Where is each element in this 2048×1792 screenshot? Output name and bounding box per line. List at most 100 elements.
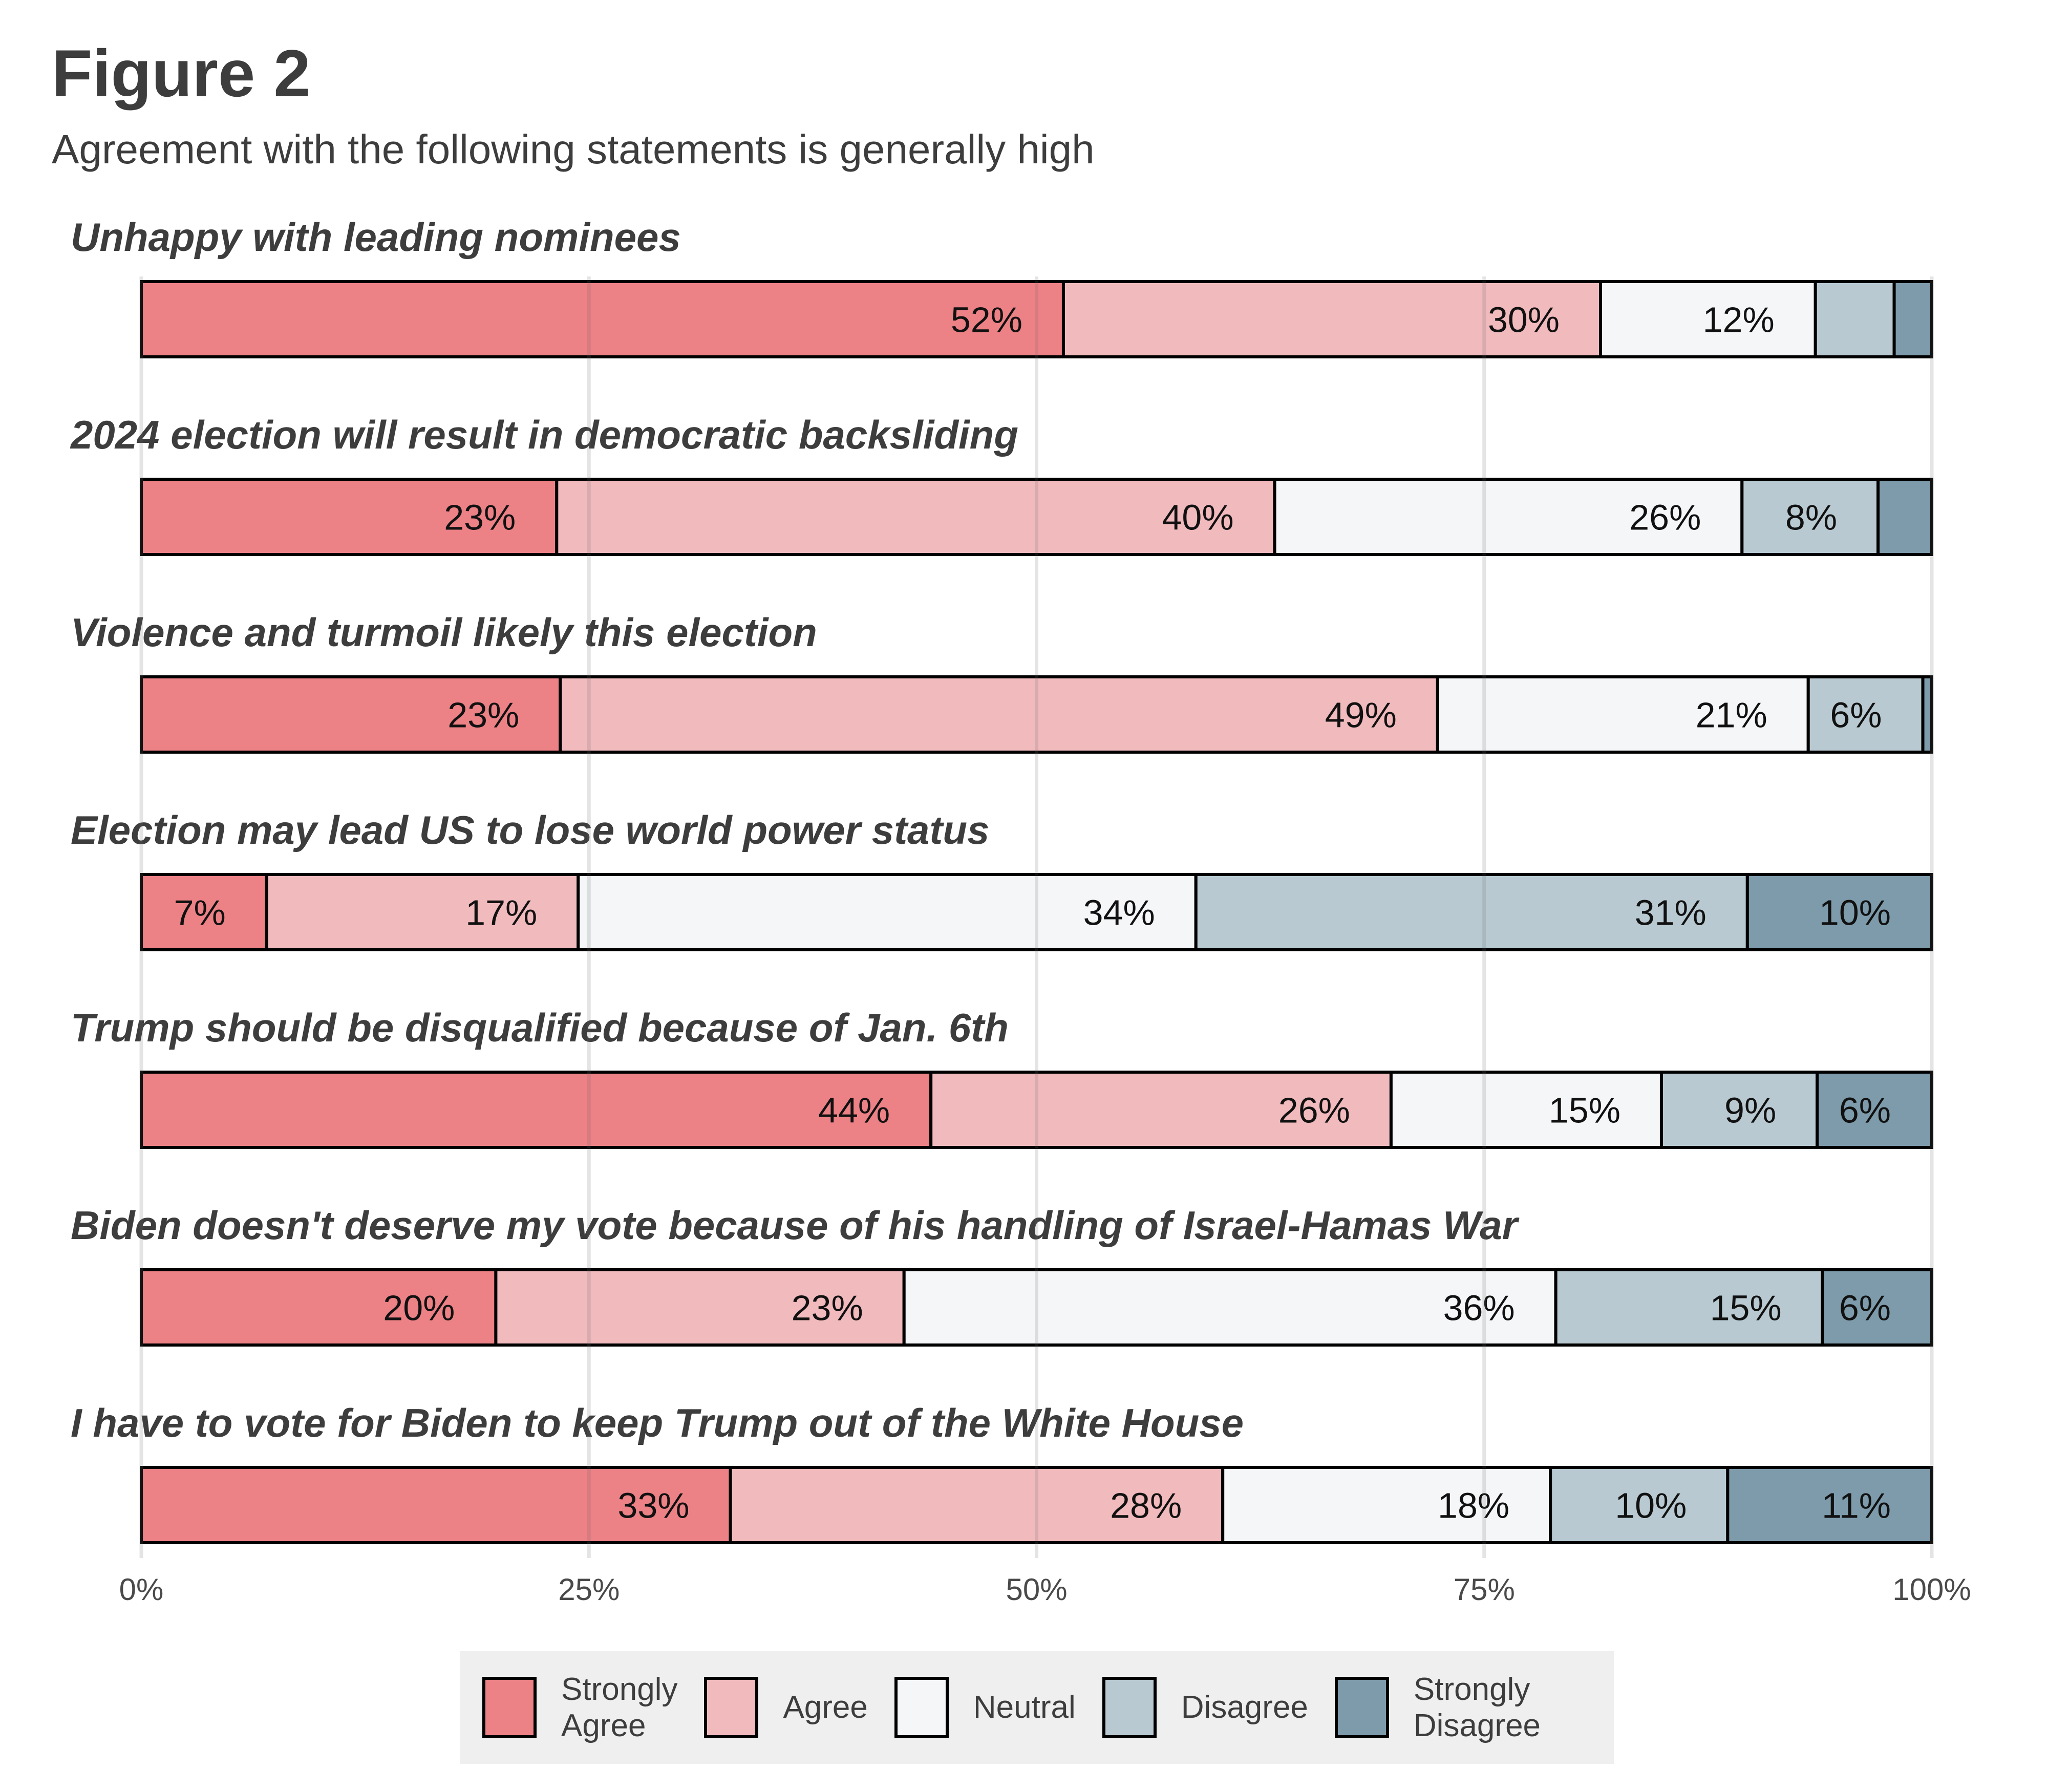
data-label: 20%	[383, 1288, 455, 1328]
legend-swatch	[1102, 1677, 1157, 1738]
legend: Strongly Agree Agree Neutral Disagree Strong…	[460, 1651, 1614, 1764]
bar-segment	[1921, 675, 1933, 754]
data-label: 18%	[1438, 1486, 1509, 1526]
bar-segment	[1876, 478, 1934, 556]
data-label: 33%	[617, 1486, 689, 1526]
bar-segment	[1221, 1466, 1552, 1544]
bar-segment	[1726, 1466, 1934, 1544]
legend-swatch	[894, 1677, 949, 1738]
legend-label: Neutral	[973, 1690, 1076, 1725]
data-label: 31%	[1635, 893, 1706, 933]
bar-row: I have to vote for Biden to keep Trump o…	[71, 1400, 1934, 1544]
bar-row: Election may lead US to lose world power…	[71, 807, 1934, 951]
bar-segment	[1806, 675, 1925, 754]
row-label: Election may lead US to lose world power…	[71, 807, 989, 852]
bar-row: Trump should be disqualified because of …	[71, 1005, 1933, 1149]
bar-segment	[1194, 873, 1749, 951]
bar-segment	[494, 1268, 906, 1347]
data-label: 28%	[1110, 1486, 1182, 1526]
data-label: 8%	[1785, 498, 1837, 538]
bar-segment	[1549, 1466, 1730, 1544]
data-label: 7%	[174, 893, 226, 933]
legend-swatch	[1334, 1677, 1389, 1738]
data-label: 12%	[1703, 300, 1775, 340]
data-label: 52%	[951, 300, 1022, 340]
data-label: 23%	[444, 498, 516, 538]
bar-segment	[265, 873, 580, 951]
bar-segment	[1554, 1268, 1824, 1347]
row-label: Trump should be disqualified because of …	[71, 1005, 1009, 1050]
legend-label: Strongly Agree	[561, 1671, 678, 1743]
bar-segment	[140, 280, 1065, 358]
bar-segment	[555, 478, 1276, 556]
data-label: 6%	[1839, 1288, 1891, 1328]
data-label: 40%	[1162, 498, 1233, 538]
x-tick-label: 100%	[1892, 1572, 1971, 1607]
data-label: 11%	[1822, 1486, 1891, 1526]
bar-segment	[1745, 873, 1934, 951]
x-tick-label: 75%	[1454, 1572, 1515, 1607]
legend-swatch	[482, 1677, 537, 1738]
bar-segment	[1821, 1268, 1934, 1347]
bar-segment	[140, 675, 562, 754]
data-label: 6%	[1839, 1091, 1891, 1130]
x-tick-label: 25%	[558, 1572, 620, 1607]
data-label: 26%	[1278, 1091, 1350, 1130]
bar-row: 2024 election will result in democratic …	[70, 412, 1934, 556]
legend-item: Strongly Disagree	[1334, 1671, 1541, 1744]
row-label: I have to vote for Biden to keep Trump o…	[71, 1400, 1244, 1445]
bar-segment	[1389, 1071, 1663, 1149]
x-tick-label: 0%	[119, 1572, 164, 1607]
legend-label: Agree	[783, 1690, 868, 1725]
data-label: 21%	[1696, 695, 1767, 735]
row-label: Biden doesn't deserve my vote because of…	[71, 1203, 1520, 1248]
data-label: 10%	[1615, 1486, 1687, 1526]
bar-segment	[1436, 675, 1810, 754]
bar-segment	[1816, 1071, 1933, 1149]
figure-title: Figure 2	[52, 36, 311, 111]
bar-segment	[140, 1071, 933, 1149]
bar-segment	[729, 1466, 1225, 1544]
legend-label: Strongly Disagree	[1413, 1671, 1541, 1743]
data-label: 17%	[465, 893, 537, 933]
bar-segment	[1061, 280, 1603, 358]
data-label: 23%	[447, 695, 519, 735]
bar-segment	[559, 675, 1439, 754]
data-label: 9%	[1724, 1091, 1776, 1130]
stacked-bar-chart: Unhappy with leading nominees 52% 30% 12% 20…	[70, 215, 1971, 1607]
data-label: 10%	[1819, 893, 1891, 933]
data-label: 6%	[1830, 695, 1882, 735]
bar-segment	[929, 1071, 1393, 1149]
bar-segment	[140, 873, 268, 951]
legend-item: Neutral	[894, 1677, 1076, 1738]
data-label: 23%	[792, 1288, 863, 1328]
row-label: Unhappy with leading nominees	[71, 215, 681, 260]
figure-subtitle: Agreement with the following statements …	[52, 126, 1095, 172]
bar-row: Biden doesn't deserve my vote because of…	[71, 1203, 1934, 1347]
legend-item: Strongly Agree	[482, 1671, 677, 1744]
row-label: Violence and turmoil likely this electio…	[71, 610, 817, 655]
bar-segment	[1892, 280, 1933, 358]
bar-segment	[140, 1466, 732, 1544]
legend-swatch	[704, 1677, 759, 1738]
data-label: 15%	[1710, 1288, 1782, 1328]
legend-label: Disagree	[1181, 1690, 1308, 1725]
data-label: 30%	[1488, 300, 1560, 340]
data-label: 15%	[1549, 1091, 1620, 1130]
data-label: 36%	[1443, 1288, 1515, 1328]
bar-segment	[1740, 478, 1880, 556]
x-tick-label: 50%	[1006, 1572, 1067, 1607]
data-label: 49%	[1325, 695, 1397, 735]
bar-row: Violence and turmoil likely this electio…	[71, 610, 1933, 754]
x-axis: 0% 25% 50% 75% 100%	[119, 1572, 1971, 1607]
legend-item: Disagree	[1102, 1677, 1308, 1738]
data-label: 26%	[1629, 498, 1701, 538]
data-label: 34%	[1083, 893, 1155, 933]
bar-segment	[1659, 1071, 1819, 1149]
row-label: 2024 election will result in democratic …	[70, 412, 1018, 457]
bar-segment	[1814, 280, 1896, 358]
bar-segment	[140, 1268, 498, 1347]
legend-item: Agree	[704, 1677, 868, 1738]
bar-row: Unhappy with leading nominees 52% 30% 12%	[71, 215, 1933, 358]
data-label: 44%	[818, 1091, 890, 1130]
